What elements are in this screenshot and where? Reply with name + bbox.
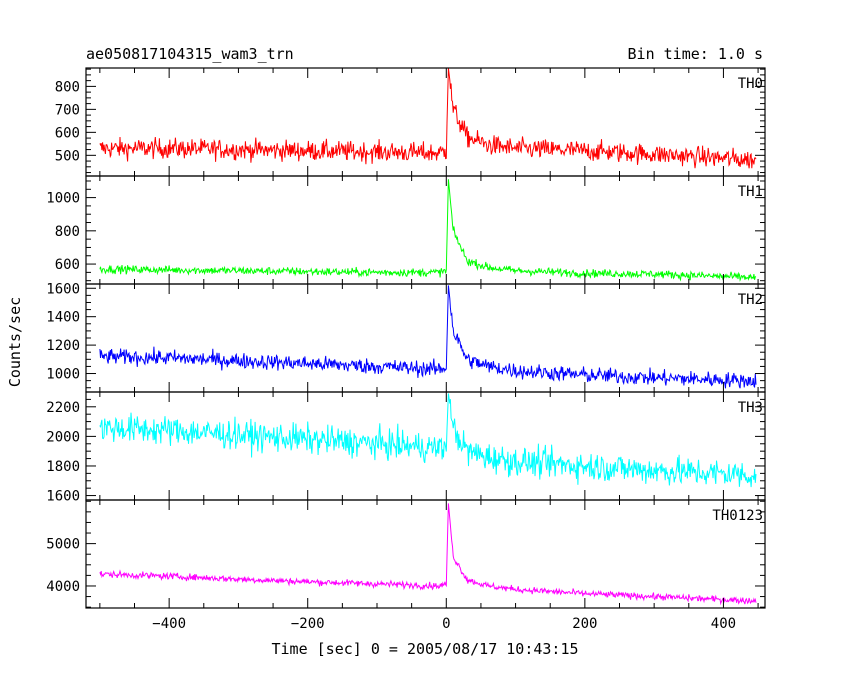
chart-title: ae050817104315_wam3_trn [86,45,294,63]
panel-label: TH0 [738,76,763,92]
panel-frame [85,499,766,609]
y-tick-label: 700 [55,102,80,118]
panel-th0: 500 600 700 800 TH0 [55,67,766,177]
y-tick-label: 4000 [46,579,80,595]
panel-frame [85,175,766,285]
panel-label: TH2 [738,292,763,308]
series-th0 [99,67,757,169]
y-tick-label: 2000 [46,429,80,445]
bin-time-label: Bin time: 1.0 s [627,45,763,63]
y-tick-label: 1200 [46,338,80,354]
y-tick-label: 500 [55,148,80,164]
panel-label: TH0123 [712,508,763,524]
panel-th0123: 4000 5000 −400 −200 0 200 400 TH0123 [46,499,766,632]
y-tick-label: 600 [55,257,80,273]
y-tick-label: 1000 [46,191,80,207]
series-th2 [99,285,757,389]
x-axis-label: Time [sec] 0 = 2005/08/17 10:43:15 [271,640,579,658]
y-tick-label: 1600 [46,281,80,297]
x-tick-label: −200 [291,616,325,632]
panel-th2: 1000 1200 1400 1600 TH2 [46,281,766,393]
series-th1 [99,179,757,282]
panel-label: TH1 [738,184,763,200]
panel-th3: 1600 1800 2000 2200 TH3 [46,391,766,505]
y-tick-label: 1800 [46,459,80,475]
x-tick-label: 200 [572,616,597,632]
y-tick-label: 800 [55,79,80,95]
x-tick-label: 0 [442,616,450,632]
panel-label: TH3 [738,400,763,416]
y-tick-label: 1400 [46,310,80,326]
y-tick-label: 800 [55,224,80,240]
panel-frame [85,391,766,501]
panel-th1: 600 800 1000 TH1 [46,175,766,285]
x-tick-label: 400 [711,616,736,632]
y-tick-label: 2200 [46,400,80,416]
y-tick-label: 1600 [46,489,80,505]
series-th3 [99,393,757,488]
x-tick-label: −400 [152,616,186,632]
y-tick-label: 5000 [46,537,80,553]
y-tick-label: 1000 [46,367,80,383]
y-tick-label: 600 [55,125,80,141]
panel-frame [85,67,766,177]
series-th0123 [99,503,757,606]
